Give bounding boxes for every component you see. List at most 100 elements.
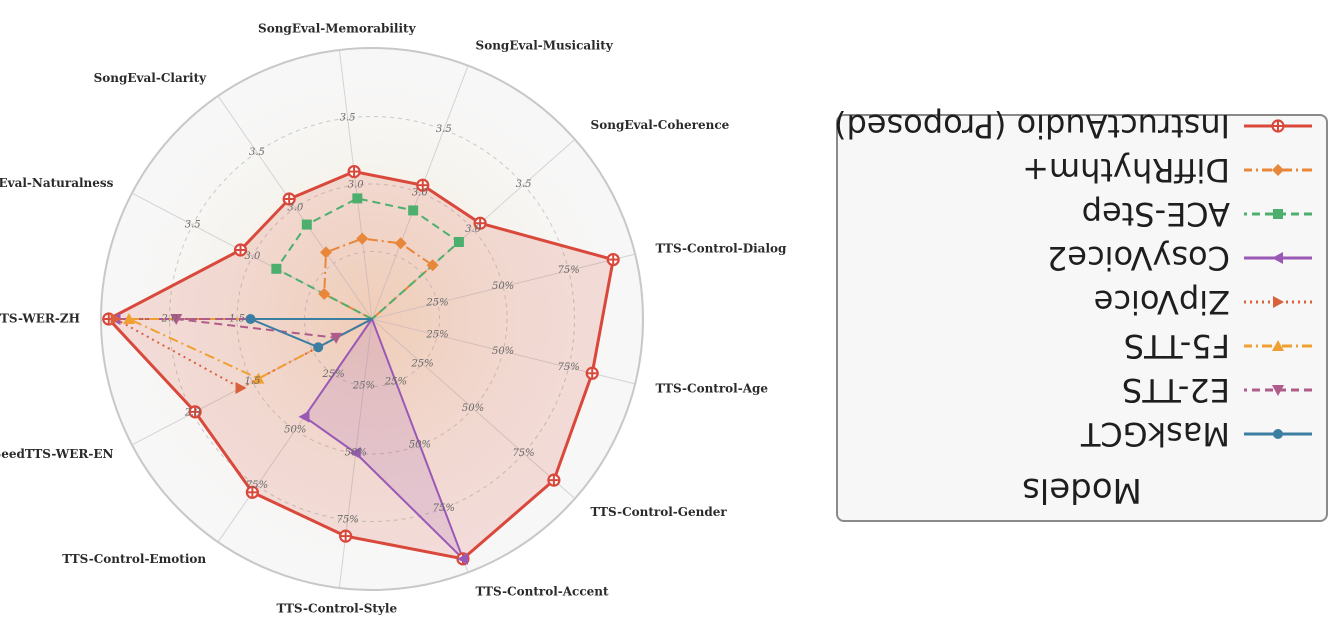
legend-swatch xyxy=(1244,209,1312,219)
data-point xyxy=(313,342,324,353)
legend-label: E2-TTS xyxy=(1121,371,1230,409)
data-point xyxy=(110,313,122,325)
axis-spoke xyxy=(371,253,635,320)
axis-label: SeedTTS-WER-EN xyxy=(0,447,113,461)
tick-label: 1.5 xyxy=(229,314,245,325)
tick-label: 3.5 xyxy=(185,219,201,230)
data-point xyxy=(394,237,407,250)
data-point xyxy=(319,246,332,259)
data-point xyxy=(1272,340,1284,351)
tick-label: 3.0 xyxy=(412,187,429,198)
axis-label: TTS-Control-Age xyxy=(656,381,769,395)
axis-spoke xyxy=(371,318,575,499)
data-point xyxy=(408,205,419,216)
data-point xyxy=(271,263,282,274)
legend-entry: E2-TTS xyxy=(838,368,1326,412)
data-point xyxy=(339,529,353,543)
legend-entry: InstructAudio (Proposed) xyxy=(834,104,1326,148)
axis-label: SeedTTS-WER-ZH xyxy=(0,312,80,326)
data-point xyxy=(282,192,296,206)
tick-label: 25% xyxy=(425,330,448,341)
data-point xyxy=(318,287,331,300)
tick-label: 25% xyxy=(322,369,345,380)
tick-label: 50% xyxy=(462,403,484,414)
tick-label: 50% xyxy=(409,440,431,451)
data-point xyxy=(170,314,183,325)
data-point xyxy=(456,552,468,565)
data-point xyxy=(245,314,256,324)
tick-label: 75% xyxy=(433,503,455,514)
data-point xyxy=(547,473,561,487)
legend-entry: ACE-Step xyxy=(838,192,1326,236)
legend-swatch xyxy=(1244,385,1312,396)
tick-label: 50% xyxy=(492,346,514,357)
tick-label: 75% xyxy=(557,362,579,373)
axis-label: SongEval-Naturalness xyxy=(0,176,114,190)
axis-spoke xyxy=(371,66,469,320)
legend-swatch xyxy=(1244,119,1312,133)
series-fill xyxy=(115,319,463,559)
legend-swatch xyxy=(1244,296,1312,308)
series-line xyxy=(114,318,373,389)
data-point xyxy=(1273,429,1283,439)
tick-label: 75% xyxy=(336,515,358,526)
series-line xyxy=(249,318,373,349)
axis-label: SongEval-Clarity xyxy=(94,71,208,85)
data-point xyxy=(356,232,369,245)
axis-label: SongEval-Coherence xyxy=(591,118,730,132)
tick-label: 3.0 xyxy=(245,251,262,262)
data-point xyxy=(235,382,247,395)
tick-label: 3.5 xyxy=(516,179,532,190)
data-point xyxy=(1271,119,1285,133)
tick-label: 75% xyxy=(246,480,268,491)
axis-label: TTS-Control-Emotion xyxy=(62,552,206,566)
legend-label: InstructAudio (Proposed) xyxy=(834,107,1230,145)
legend-swatch xyxy=(1244,164,1312,176)
tick-label: 50% xyxy=(345,448,367,459)
data-point xyxy=(188,405,202,419)
data-point xyxy=(245,485,259,499)
axis-label: TTS-Control-Gender xyxy=(591,505,728,519)
tick-label: 1.5 xyxy=(245,376,261,387)
legend-swatch xyxy=(1244,429,1312,439)
data-point xyxy=(301,219,312,230)
tick-label: 25% xyxy=(384,377,407,388)
data-point xyxy=(416,178,430,192)
axis-spoke xyxy=(338,50,373,320)
axis-label: SongEval-Memorability xyxy=(258,22,417,36)
tick-label: 3.5 xyxy=(340,112,356,123)
tick-label: 25% xyxy=(425,297,448,308)
data-point xyxy=(1272,385,1284,396)
tick-labels: 1.5 2.0 3.0 3.5 3.0 3.5 3.0 3.5 3.0 3.5 3.0 3.5 25% 5… xyxy=(161,112,580,525)
data-point xyxy=(453,237,464,248)
axis-label: TTS-Control-Style xyxy=(277,601,398,615)
legend-label: ZipVoice xyxy=(1093,283,1230,321)
data-point xyxy=(606,252,620,267)
tick-label: 3.5 xyxy=(436,124,452,135)
data-point xyxy=(585,366,599,380)
legend-label: DiffRhythm+ xyxy=(1022,151,1230,189)
legend-entry: ZipVoice xyxy=(838,280,1326,324)
series-markers xyxy=(102,164,620,566)
data-point xyxy=(1273,209,1283,219)
data-point xyxy=(298,410,310,423)
data-point xyxy=(349,447,361,460)
tick-label: 3.0 xyxy=(465,224,482,235)
tick-label: 3.5 xyxy=(249,147,265,158)
data-point xyxy=(1272,252,1283,264)
legend-entry: F5-TTS xyxy=(838,324,1326,368)
data-point xyxy=(233,243,248,257)
legend-swatch xyxy=(1244,340,1312,351)
legend-label: F5-TTS xyxy=(1123,327,1230,365)
series-fill xyxy=(108,171,614,559)
tick-label: 25% xyxy=(410,358,433,369)
legend-entry: MaskGCT xyxy=(838,412,1326,456)
axis-spoke xyxy=(218,96,373,320)
data-point xyxy=(1272,164,1284,176)
data-point xyxy=(473,216,487,230)
legend-label: ACE-Step xyxy=(1081,195,1230,233)
legend-label: CosyVoice2 xyxy=(1046,239,1230,277)
tick-label: 50% xyxy=(284,425,306,436)
series-line xyxy=(107,170,615,561)
